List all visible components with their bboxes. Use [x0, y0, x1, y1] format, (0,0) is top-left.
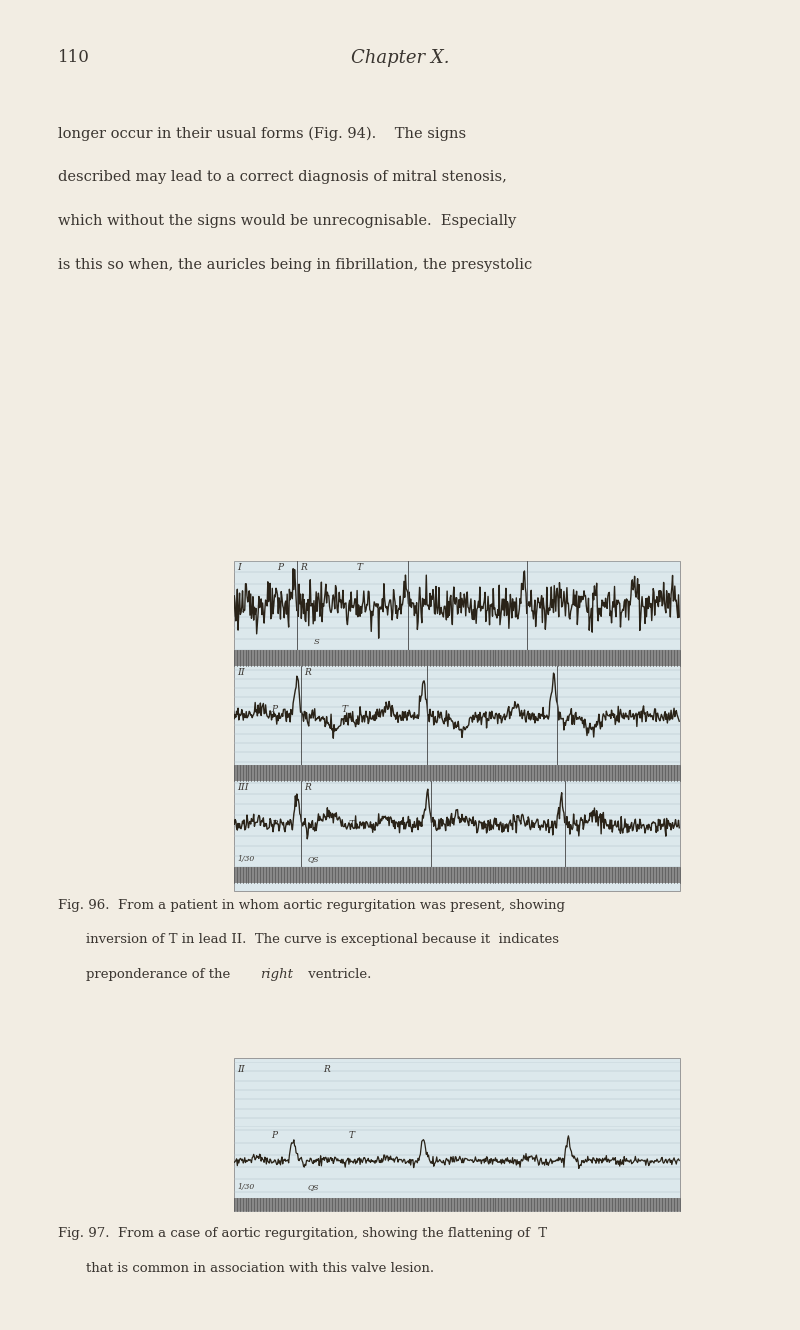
Bar [234, 561, 680, 891]
Text: 1/30: 1/30 [238, 855, 254, 863]
Text: I: I [238, 564, 241, 572]
Text: P: P [270, 819, 277, 829]
Text: QS: QS [308, 1184, 319, 1192]
Text: which without the signs would be unrecognisable.  Especially: which without the signs would be unrecog… [58, 214, 516, 229]
Text: S: S [314, 638, 320, 646]
Text: T: T [342, 705, 347, 714]
Bar [234, 650, 680, 666]
Bar [234, 765, 680, 781]
Text: right: right [260, 968, 293, 982]
Text: P: P [270, 705, 277, 714]
Text: is this so when, the auricles being in fibrillation, the presystolic: is this so when, the auricles being in f… [58, 258, 532, 273]
Text: 1/30: 1/30 [238, 1184, 254, 1192]
Text: P: P [277, 564, 282, 572]
Text: T: T [349, 819, 355, 829]
Text: Fig. 97.  From a case of aortic regurgitation, showing the flattening of  T: Fig. 97. From a case of aortic regurgita… [58, 1228, 546, 1241]
Bar [234, 867, 680, 883]
Text: T: T [349, 1130, 355, 1140]
Text: R: R [323, 1065, 330, 1075]
Text: II: II [238, 1065, 245, 1075]
Text: Fig. 96.  From a patient in whom aortic regurgitation was present, showing: Fig. 96. From a patient in whom aortic r… [58, 899, 565, 912]
Text: R: R [301, 564, 307, 572]
Bar [234, 1059, 680, 1212]
Text: II: II [238, 669, 245, 677]
Text: inversion of T in lead II.  The curve is exceptional because it  indicates: inversion of T in lead II. The curve is … [86, 934, 558, 947]
Text: preponderance of the: preponderance of the [86, 968, 234, 982]
Text: ventricle.: ventricle. [304, 968, 371, 982]
Text: R: R [304, 669, 311, 677]
Bar [234, 1198, 680, 1212]
Text: R: R [304, 783, 311, 793]
Text: P: P [270, 1130, 277, 1140]
Text: QS: QS [308, 855, 319, 863]
Text: III: III [238, 783, 249, 793]
Text: Chapter X.: Chapter X. [350, 49, 450, 68]
Text: described may lead to a correct diagnosis of mitral stenosis,: described may lead to a correct diagnosi… [58, 170, 506, 185]
Text: 110: 110 [58, 49, 90, 66]
Text: that is common in association with this valve lesion.: that is common in association with this … [86, 1262, 434, 1275]
Text: longer occur in their usual forms (Fig. 94).    The signs: longer occur in their usual forms (Fig. … [58, 126, 466, 141]
Text: T: T [356, 564, 362, 572]
